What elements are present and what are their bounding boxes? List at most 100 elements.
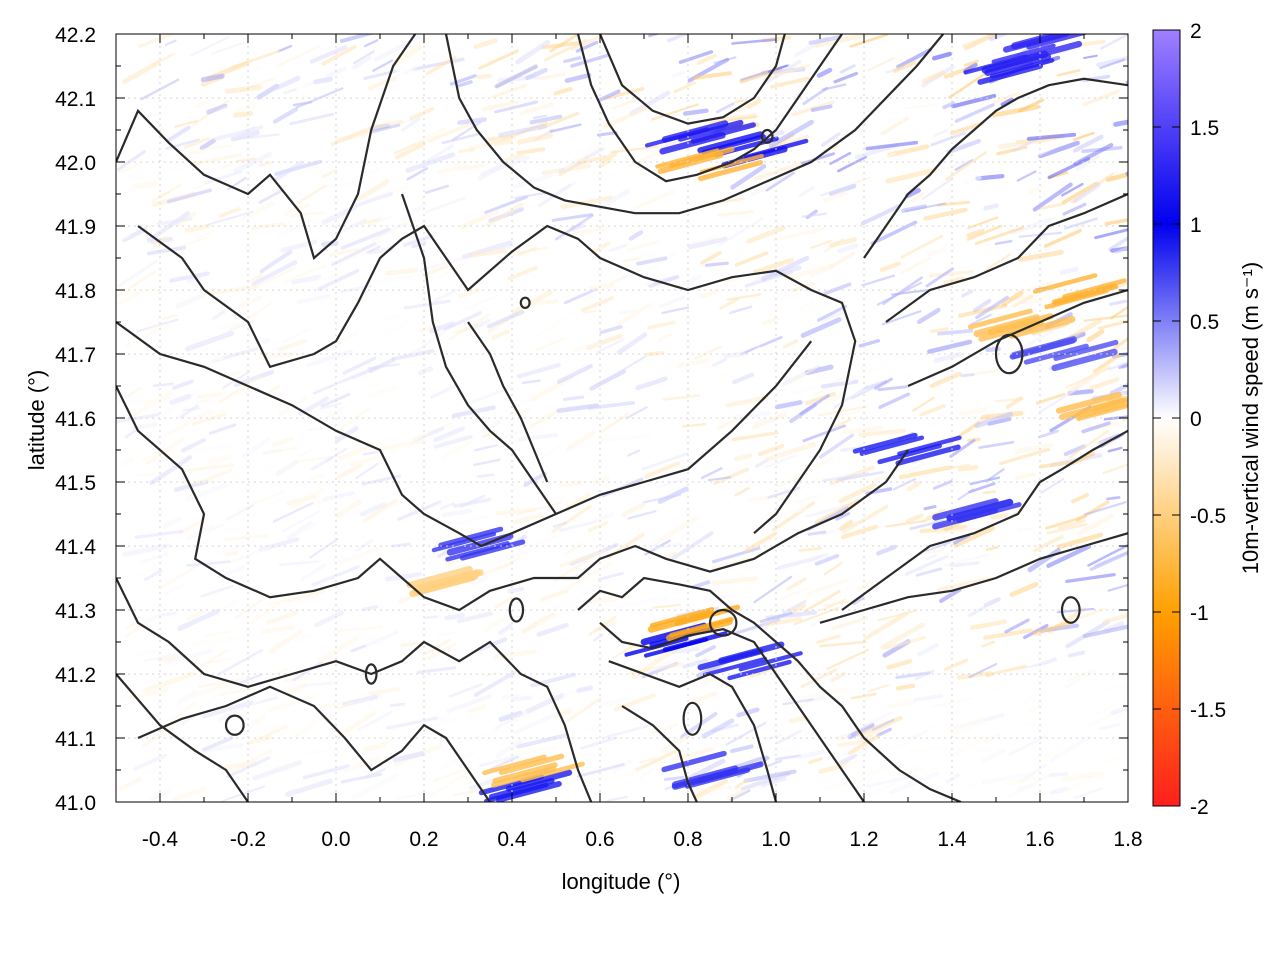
- wind-streak: [248, 675, 274, 687]
- wind-streak: [423, 263, 453, 276]
- wind-streak: [188, 656, 233, 682]
- wind-streak: [638, 251, 677, 277]
- wind-streak: [695, 645, 716, 658]
- wind-streak: [880, 622, 925, 650]
- wind-streak: [140, 56, 161, 68]
- wind-streak: [317, 153, 362, 174]
- wind-streak: [593, 633, 604, 642]
- colorbar-tick-label: 2: [1190, 20, 1202, 43]
- wind-streak: [118, 777, 142, 791]
- wind-streak: [953, 533, 970, 545]
- wind-streak: [513, 710, 562, 735]
- wind-streak: [178, 517, 208, 535]
- wind-streak: [589, 241, 611, 255]
- wind-highlight-streak: [946, 498, 1013, 522]
- wind-streak: [949, 439, 976, 458]
- wind-streak: [708, 115, 758, 124]
- wind-streak: [371, 119, 404, 130]
- wind-streak: [392, 751, 425, 763]
- wind-streak: [953, 526, 996, 548]
- wind-streak: [802, 424, 846, 443]
- wind-streak: [456, 611, 493, 624]
- wind-streak: [610, 268, 643, 284]
- wind-streak: [494, 596, 514, 609]
- wind-streak: [1041, 202, 1066, 210]
- wind-streak: [498, 124, 548, 138]
- wind-streak: [272, 160, 304, 182]
- wind-streak: [865, 140, 919, 151]
- contour-line: [598, 34, 786, 125]
- wind-streak: [691, 580, 711, 590]
- wind-streak: [1065, 318, 1102, 342]
- wind-streak: [494, 415, 525, 432]
- wind-streak: [753, 575, 793, 604]
- wind-streak: [327, 404, 346, 418]
- wind-streak: [1046, 522, 1088, 535]
- wind-streak: [740, 771, 791, 791]
- wind-streak: [516, 733, 567, 749]
- wind-streak: [948, 69, 991, 99]
- wind-streak: [306, 349, 353, 368]
- colorbar-tick-label: 0: [1190, 408, 1202, 431]
- wind-streak: [320, 402, 343, 410]
- wind-streak: [1109, 382, 1128, 395]
- wind-streak: [362, 451, 377, 456]
- colorbar-tick-label: -1.5: [1190, 699, 1226, 722]
- wind-highlight-streak: [1076, 403, 1128, 422]
- wind-streak: [858, 339, 881, 348]
- wind-streak: [554, 214, 594, 241]
- wind-streak: [124, 580, 139, 588]
- wind-streak: [922, 403, 973, 430]
- wind-streak: [1110, 305, 1128, 320]
- wind-streak: [963, 59, 979, 67]
- wind-streak: [559, 548, 607, 568]
- wind-streak: [162, 313, 179, 320]
- wind-streak: [1087, 543, 1128, 567]
- wind-streak: [937, 328, 974, 336]
- wind-streak: [830, 671, 847, 682]
- wind-streak: [751, 412, 787, 430]
- wind-highlight-streak: [984, 53, 1052, 77]
- wind-streak: [134, 529, 184, 539]
- wind-streak: [169, 393, 192, 405]
- wind-streak: [770, 76, 810, 89]
- wind-streak: [1107, 583, 1128, 592]
- wind-highlight-streak: [1008, 315, 1076, 339]
- wind-streak: [923, 505, 937, 511]
- wind-streak: [939, 587, 962, 603]
- wind-streak: [620, 539, 662, 562]
- wind-streak: [495, 738, 523, 759]
- wind-streak: [418, 717, 456, 734]
- wind-streak: [921, 177, 954, 200]
- wind-streak: [1016, 170, 1037, 182]
- y-tick-label: 41.4: [55, 536, 96, 559]
- wind-streak: [424, 184, 449, 194]
- wind-streak: [990, 513, 1008, 520]
- wind-streak: [1107, 446, 1123, 453]
- wind-streak: [737, 479, 752, 485]
- wind-streak: [264, 725, 289, 738]
- wind-streak: [492, 648, 538, 661]
- wind-streak: [1118, 362, 1128, 370]
- wind-streak: [930, 131, 966, 147]
- wind-streak: [563, 287, 598, 305]
- wind-streak: [641, 452, 689, 471]
- wind-streak: [417, 144, 454, 169]
- wind-streak: [232, 388, 259, 397]
- wind-streak: [760, 776, 787, 788]
- wind-streak: [599, 189, 630, 209]
- wind-streak: [596, 338, 625, 354]
- wind-streak: [177, 689, 197, 704]
- wind-streak: [700, 250, 722, 265]
- wind-streak: [573, 341, 602, 352]
- wind-streak: [296, 294, 331, 305]
- wind-streak: [734, 251, 769, 267]
- wind-streak: [634, 748, 679, 772]
- wind-streak: [905, 513, 924, 524]
- wind-streak: [667, 34, 691, 43]
- wind-streak: [717, 209, 754, 217]
- wind-streak: [185, 560, 231, 567]
- wind-streak: [352, 50, 375, 65]
- wind-streak: [1102, 463, 1128, 475]
- wind-streak: [350, 644, 366, 653]
